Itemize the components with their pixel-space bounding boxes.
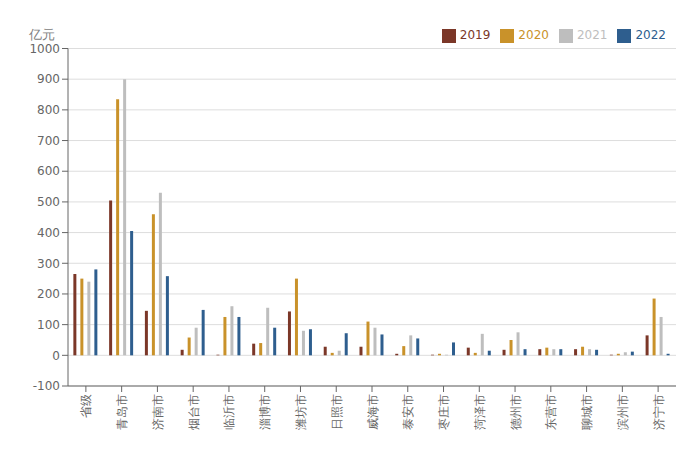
svg-text:亿元: 亿元	[28, 27, 55, 42]
html-text:2020: 2020	[518, 28, 549, 42]
html-text:2019: 2019	[459, 28, 491, 42]
svg-text:100: 100	[37, 318, 60, 332]
svg-text:德州市: 德州市	[509, 394, 523, 430]
svg-text:1000: 1000	[29, 42, 60, 56]
html-text:2022: 2022	[635, 28, 666, 42]
svg-text:济南市: 济南市	[151, 394, 165, 430]
svg-text:青岛市: 青岛市	[115, 394, 129, 430]
svg-text:泰安市: 泰安市	[401, 394, 415, 430]
svg-text:900: 900	[37, 72, 60, 86]
svg-text:500: 500	[37, 195, 60, 209]
svg-text:日照市: 日照市	[330, 394, 344, 430]
svg-text:300: 300	[37, 257, 60, 271]
svg-text:200: 200	[37, 287, 60, 301]
svg-text:潍坊市: 潍坊市	[294, 394, 308, 430]
html-text:2021: 2021	[576, 28, 608, 42]
svg-text:东营市: 东营市	[544, 394, 558, 430]
svg-text:省级: 省级	[79, 394, 93, 418]
svg-text:滨州市: 滨州市	[616, 394, 630, 430]
svg-text:聊城市: 聊城市	[580, 394, 594, 430]
svg-text:700: 700	[37, 134, 60, 148]
svg-text:0: 0	[52, 349, 60, 363]
svg-text:800: 800	[37, 103, 60, 117]
svg-text:烟台市: 烟台市	[187, 394, 201, 430]
svg-text:济宁市: 济宁市	[652, 394, 666, 430]
svg-text:600: 600	[37, 164, 60, 178]
svg-text:临沂市: 临沂市	[222, 394, 236, 430]
svg-text:枣庄市: 枣庄市	[437, 394, 451, 430]
svg-text:威海市: 威海市	[366, 394, 380, 430]
svg-text:-100: -100	[33, 379, 60, 393]
svg-text:400: 400	[37, 226, 60, 240]
svg-text:菏泽市: 菏泽市	[473, 394, 487, 430]
svg-text:淄博市: 淄博市	[258, 394, 272, 430]
